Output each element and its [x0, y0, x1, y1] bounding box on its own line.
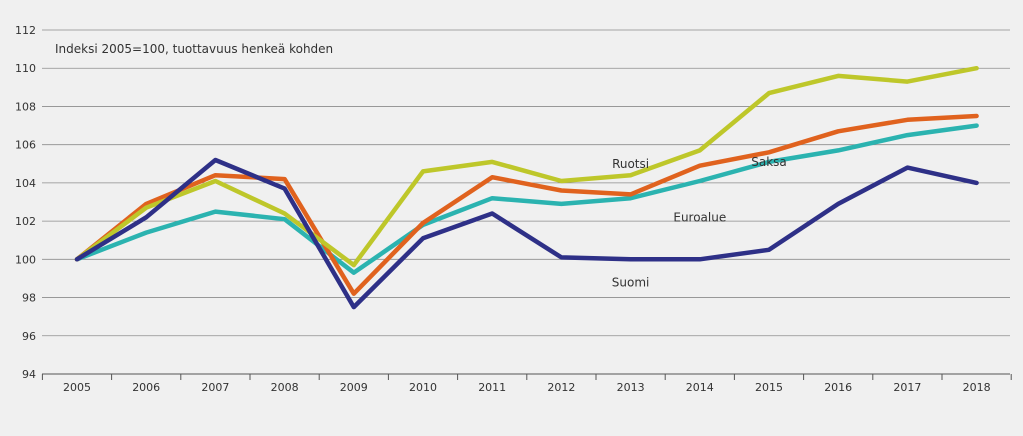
series-line-suomi: [74, 157, 979, 310]
x-tick-label: 2014: [686, 381, 714, 394]
y-tick-label: 96: [22, 330, 36, 343]
series-line-ruotsi: [74, 65, 979, 268]
series-lines: [74, 65, 979, 310]
x-tick-label: 2008: [271, 381, 299, 394]
x-tick-label: 2013: [617, 381, 645, 394]
x-axis: [41, 374, 1012, 380]
y-tick-label: 98: [22, 292, 36, 305]
x-axis-ticks: 2005 2006 2007 2008 2009 2010 2011 2012 2013 2014…: [63, 381, 991, 394]
chart-subtitle: Indeksi 2005=100, tuottavuus henkeä kohd…: [55, 42, 333, 56]
series-annotations: Ruotsi Saksa Euroalue Suomi: [612, 155, 787, 289]
series-label-saksa: Saksa: [751, 155, 787, 169]
y-tick-label: 110: [15, 62, 36, 75]
x-tick-label: 2010: [409, 381, 437, 394]
y-tick-label: 94: [22, 368, 36, 381]
y-tick-label: 102: [15, 215, 36, 228]
x-tick-label: 2007: [201, 381, 229, 394]
x-tick-label: 2016: [824, 381, 852, 394]
x-tick-label: 2015: [755, 381, 783, 394]
y-tick-label: 108: [15, 100, 36, 113]
y-tick-label: 112: [15, 24, 36, 37]
series-line-saksa: [74, 113, 979, 296]
series-label-suomi: Suomi: [612, 275, 650, 289]
y-tick-label: 100: [15, 253, 36, 266]
x-tick-label: 2005: [63, 381, 91, 394]
x-tick-label: 2012: [547, 381, 575, 394]
x-tick-label: 2009: [340, 381, 368, 394]
series-line-euroalue: [74, 123, 979, 275]
y-tick-label: 106: [15, 139, 36, 152]
y-axis-ticks: 94 96 98 100 102 104 106 108 110 112: [15, 24, 36, 381]
x-tick-label: 2011: [478, 381, 506, 394]
series-label-euroalue: Euroalue: [673, 210, 726, 224]
series-label-ruotsi: Ruotsi: [612, 157, 649, 171]
y-tick-label: 104: [15, 177, 36, 190]
x-tick-label: 2017: [893, 381, 921, 394]
x-tick-label: 2018: [963, 381, 991, 394]
x-tick-label: 2006: [132, 381, 160, 394]
